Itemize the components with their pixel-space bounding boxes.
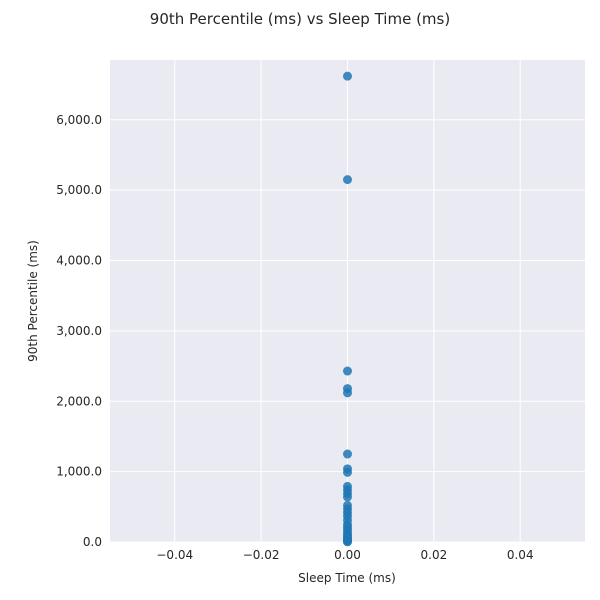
chart-title: 90th Percentile (ms) vs Sleep Time (ms) bbox=[149, 10, 451, 28]
y-tick-labels: 0.0 1,000.0 2,000.0 3,000.0 4,000.0 5,000.0 6,… bbox=[56, 113, 102, 549]
data-point bbox=[343, 537, 352, 547]
x-tick-label: −0.04 bbox=[156, 548, 193, 562]
x-tick-label: 0.00 bbox=[334, 548, 361, 562]
data-points bbox=[343, 71, 352, 547]
data-point bbox=[343, 449, 352, 459]
x-tick-label: 0.04 bbox=[507, 548, 534, 562]
x-tick-label: −0.02 bbox=[243, 548, 280, 562]
y-tick-label: 0.0 bbox=[83, 535, 102, 549]
data-point bbox=[343, 388, 352, 398]
y-tick-label: 2,000.0 bbox=[56, 394, 102, 408]
y-tick-label: 1,000.0 bbox=[56, 465, 102, 479]
data-point bbox=[343, 175, 352, 185]
y-tick-label: 6,000.0 bbox=[56, 113, 102, 127]
x-tick-labels: −0.04 −0.02 0.00 0.02 0.04 bbox=[156, 548, 533, 562]
data-point bbox=[343, 467, 352, 477]
x-tick-label: 0.02 bbox=[421, 548, 448, 562]
y-axis-label: 90th Percentile (ms) bbox=[26, 240, 40, 362]
data-point bbox=[343, 366, 352, 376]
y-tick-label: 5,000.0 bbox=[56, 183, 102, 197]
x-axis-label: Sleep Time (ms) bbox=[298, 571, 396, 585]
data-point bbox=[343, 71, 352, 81]
y-tick-label: 3,000.0 bbox=[56, 324, 102, 338]
data-point bbox=[343, 492, 352, 502]
y-tick-label: 4,000.0 bbox=[56, 254, 102, 268]
